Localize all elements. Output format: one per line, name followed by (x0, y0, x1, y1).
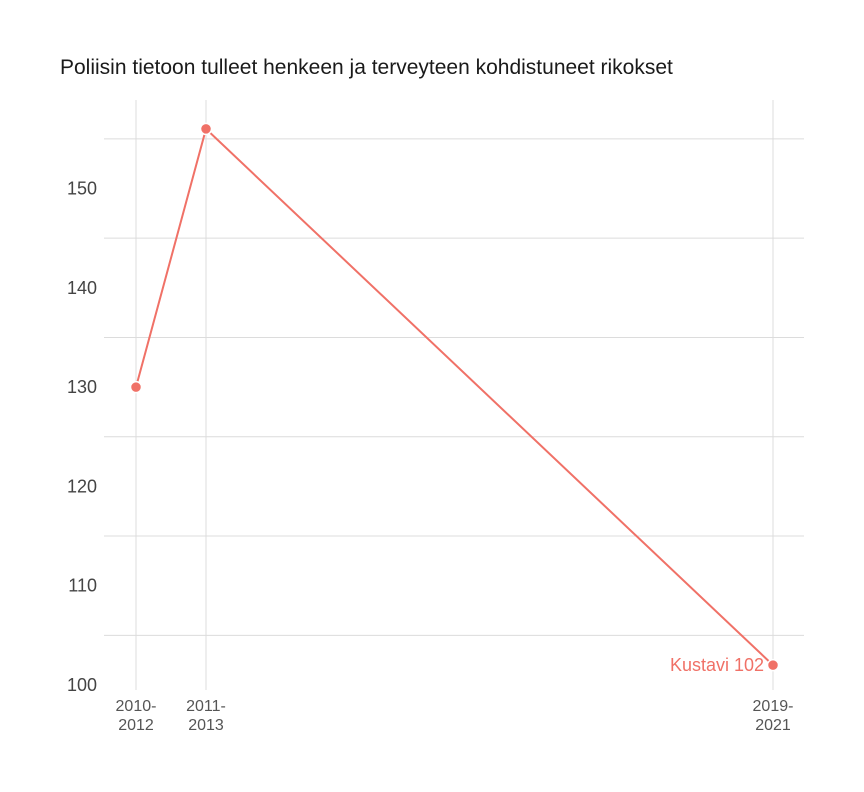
y-tick-label: 140 (67, 278, 97, 298)
y-tick-label: 110 (68, 576, 97, 596)
series-line (135, 127, 774, 666)
y-tick-label: 120 (67, 476, 97, 496)
x-tick-label: 2010-2012 (116, 698, 157, 734)
x-tick-label: 2019-2021 (753, 698, 794, 734)
chart-title: Poliisin tietoon tulleet henkeen ja terv… (60, 56, 673, 79)
data-point (766, 658, 780, 672)
x-tick-label: 2011-2013 (186, 698, 226, 734)
grid (104, 100, 804, 690)
y-tick-label: 130 (67, 377, 97, 397)
data-point (199, 122, 213, 136)
data-labels: Kustavi 102 (670, 655, 764, 675)
data-label: Kustavi 102 (670, 655, 764, 675)
x-axis-ticks: 2010-2012 2011-2013 2019-2021 (116, 698, 794, 734)
data-point (129, 380, 143, 394)
y-tick-label: 150 (67, 179, 97, 199)
y-axis-ticks: 100 110 120 130 140 150 (67, 179, 97, 696)
y-tick-label: 100 (67, 675, 97, 695)
series-layer (129, 122, 780, 672)
